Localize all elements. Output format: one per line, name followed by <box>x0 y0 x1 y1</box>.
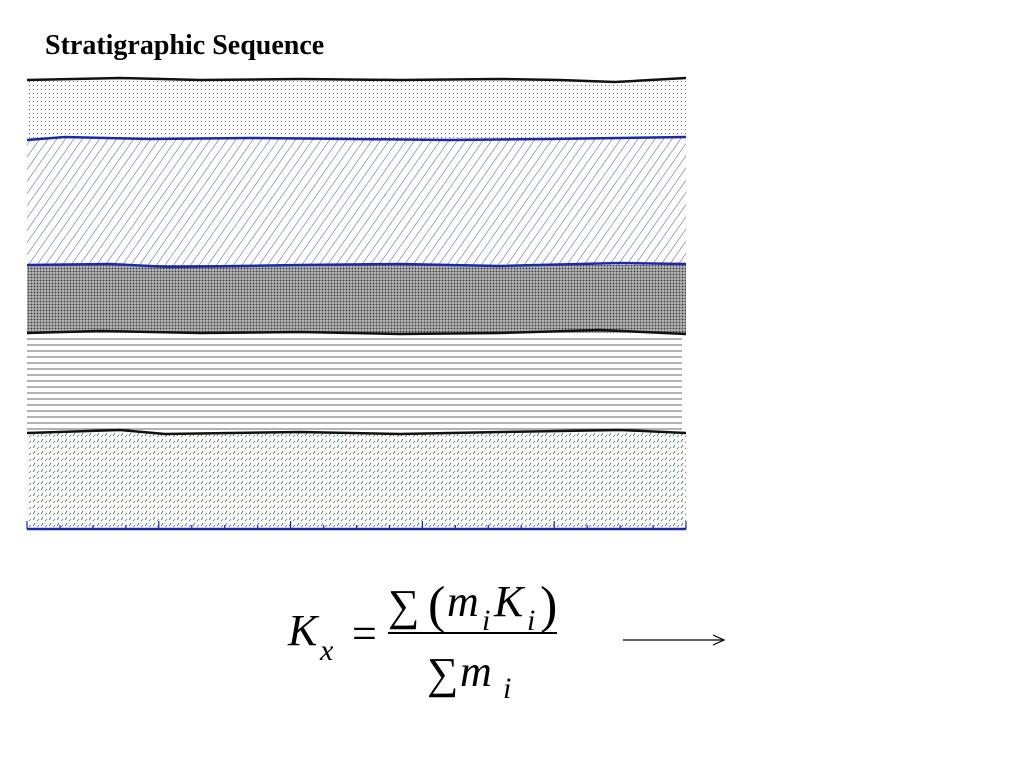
layer-dense <box>27 265 686 333</box>
formula-symbol: K <box>493 577 526 626</box>
boundary <box>26 261 687 269</box>
formula-subscript: i <box>527 604 535 637</box>
formula-operator: ∑ <box>388 581 419 630</box>
formula-operator: ∑ <box>427 649 458 698</box>
formula: K x = ∑ ( m i K i ) ∑ m i <box>287 577 557 705</box>
formula-symbol: m <box>447 577 479 626</box>
formula-subscript: i <box>503 672 511 705</box>
formula-operator: = <box>352 609 377 658</box>
title: Stratigraphic Sequence <box>45 30 324 61</box>
layer-green <box>27 432 686 528</box>
boundary <box>26 328 687 336</box>
layer-laminated <box>27 338 682 430</box>
formula-symbol: m <box>460 647 492 696</box>
layer-hatched <box>27 138 686 265</box>
strata <box>26 76 687 531</box>
formula-bracket: ( <box>428 577 445 634</box>
formula-symbol: K <box>287 606 320 655</box>
boundary <box>26 76 687 84</box>
base-ticks <box>26 521 687 529</box>
boundary <box>26 428 687 436</box>
arrow <box>623 634 726 646</box>
formula-bracket: ) <box>540 577 557 634</box>
formula-subscript: x <box>319 634 334 667</box>
boundary <box>26 135 687 142</box>
layer-sand <box>27 80 686 138</box>
formula-subscript: i <box>482 604 490 637</box>
